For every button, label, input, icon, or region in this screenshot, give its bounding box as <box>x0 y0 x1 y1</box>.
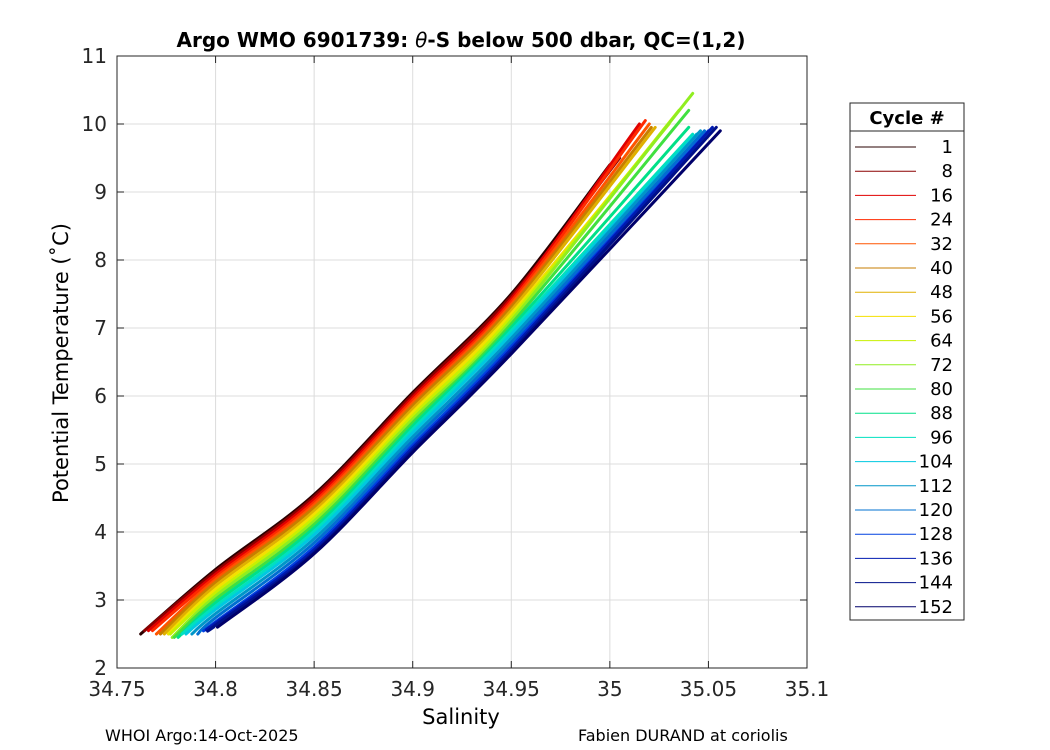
y-tick-label: 10 <box>82 112 107 136</box>
x-tick-label: 35 <box>597 677 622 701</box>
x-tick-label: 35.05 <box>680 677 737 701</box>
legend-entry-80: 80 <box>855 379 953 400</box>
axis-ticks <box>116 55 808 669</box>
legend-label: 56 <box>930 306 953 327</box>
x-tick-label: 34.75 <box>88 677 145 701</box>
series-line-cycle-32 <box>154 122 651 636</box>
legend-entry-96: 96 <box>855 427 953 448</box>
y-tick-labels: 2 3 4 5 6 7 8 9 10 11 <box>82 44 107 680</box>
x-tick-label: 34.85 <box>286 677 343 701</box>
legend-label: 48 <box>930 282 953 303</box>
y-tick-label: 9 <box>94 180 107 204</box>
legend-entry-16: 16 <box>855 185 953 206</box>
x-tick-label: 34.8 <box>193 677 238 701</box>
series-line-cycle-88 <box>176 125 691 639</box>
series-line-cycle-48 <box>162 125 657 636</box>
y-tick-label: 11 <box>82 44 107 68</box>
y-tick-label: 5 <box>94 452 107 476</box>
y-tick-label: 4 <box>94 520 107 544</box>
legend-label: 64 <box>930 331 953 352</box>
series-line-cycle-80 <box>172 108 691 639</box>
footer-right: Fabien DURAND at coriolis <box>578 726 788 745</box>
series-line-cycle-152 <box>216 129 722 629</box>
legend-label: 88 <box>930 403 953 424</box>
legend-entry-112: 112 <box>855 476 953 497</box>
legend-label: 72 <box>930 355 953 376</box>
legend-entry-104: 104 <box>855 452 953 473</box>
legend-label: 104 <box>919 452 953 473</box>
legend-label: 24 <box>930 210 953 231</box>
legend-label: 152 <box>919 597 953 618</box>
legend-label: 8 <box>942 161 953 182</box>
chart-title: Argo WMO 6901739: θ-S below 500 dbar, QC… <box>177 28 746 52</box>
series-line-cycle-120 <box>196 129 706 636</box>
legend-label: 32 <box>930 234 953 255</box>
x-tick-labels: 34.75 34.8 34.85 34.9 34.95 35 35.05 35.1 <box>88 677 829 701</box>
x-axis-label: Salinity <box>422 705 500 729</box>
series-line-cycle-112 <box>190 129 702 636</box>
legend-entry-88: 88 <box>855 403 953 424</box>
legend-label: 96 <box>930 427 953 448</box>
series-line-cycle-40 <box>158 125 653 636</box>
series-line-cycle-1 <box>139 163 612 636</box>
y-tick-label: 3 <box>94 588 107 612</box>
series-line-cycle-16 <box>147 122 641 633</box>
series-line-cycle-96 <box>180 132 695 636</box>
series-line-cycle-104 <box>184 132 699 636</box>
legend-label: 136 <box>919 548 953 569</box>
legend-entry-48: 48 <box>855 282 953 303</box>
series-line-cycle-72 <box>170 91 695 639</box>
legend-entry-40: 40 <box>855 258 953 279</box>
legend-entry-64: 64 <box>855 331 953 352</box>
legend-label: 16 <box>930 185 953 206</box>
legend-entry-8: 8 <box>855 161 953 182</box>
y-tick-label: 2 <box>94 656 107 680</box>
legend-entry-152: 152 <box>855 597 953 618</box>
legend-entry-144: 144 <box>855 573 953 594</box>
x-tick-label: 34.9 <box>390 677 435 701</box>
y-axis-label: Potential Temperature (˚C) <box>49 223 73 503</box>
footer-left: WHOI Argo:14-Oct-2025 <box>105 726 299 745</box>
x-tick-label: 34.95 <box>483 677 540 701</box>
legend-entry-1: 1 <box>855 137 953 158</box>
legend-entry-128: 128 <box>855 524 953 545</box>
series-lines <box>139 91 722 639</box>
legend-entries: 1 8 16 24 32 40 48 56 64 72 80 88 96 104 112 120 128 136 1… <box>855 137 953 618</box>
y-tick-label: 6 <box>94 384 107 408</box>
legend-label: 112 <box>919 476 953 497</box>
legend: Cycle # 1 8 16 24 32 40 48 56 64 72 80 88 96 104 112 12… <box>849 102 965 621</box>
legend-label: 1 <box>942 137 953 158</box>
legend-label: 80 <box>930 379 953 400</box>
legend-entry-56: 56 <box>855 306 953 327</box>
y-tick-label: 7 <box>94 316 107 340</box>
legend-title: Cycle # <box>869 108 944 129</box>
plot-area <box>116 55 808 669</box>
series-line-cycle-136 <box>204 125 714 632</box>
legend-entry-32: 32 <box>855 234 953 255</box>
legend-entry-136: 136 <box>855 548 953 569</box>
legend-label: 144 <box>919 573 953 594</box>
series-line-cycle-24 <box>151 119 647 633</box>
legend-label: 40 <box>930 258 953 279</box>
legend-entry-120: 120 <box>855 500 953 521</box>
legend-entry-72: 72 <box>855 355 953 376</box>
x-tick-label: 35.1 <box>785 677 830 701</box>
legend-entry-24: 24 <box>855 210 953 231</box>
legend-label: 128 <box>919 524 953 545</box>
legend-label: 120 <box>919 500 953 521</box>
y-tick-label: 8 <box>94 248 107 272</box>
